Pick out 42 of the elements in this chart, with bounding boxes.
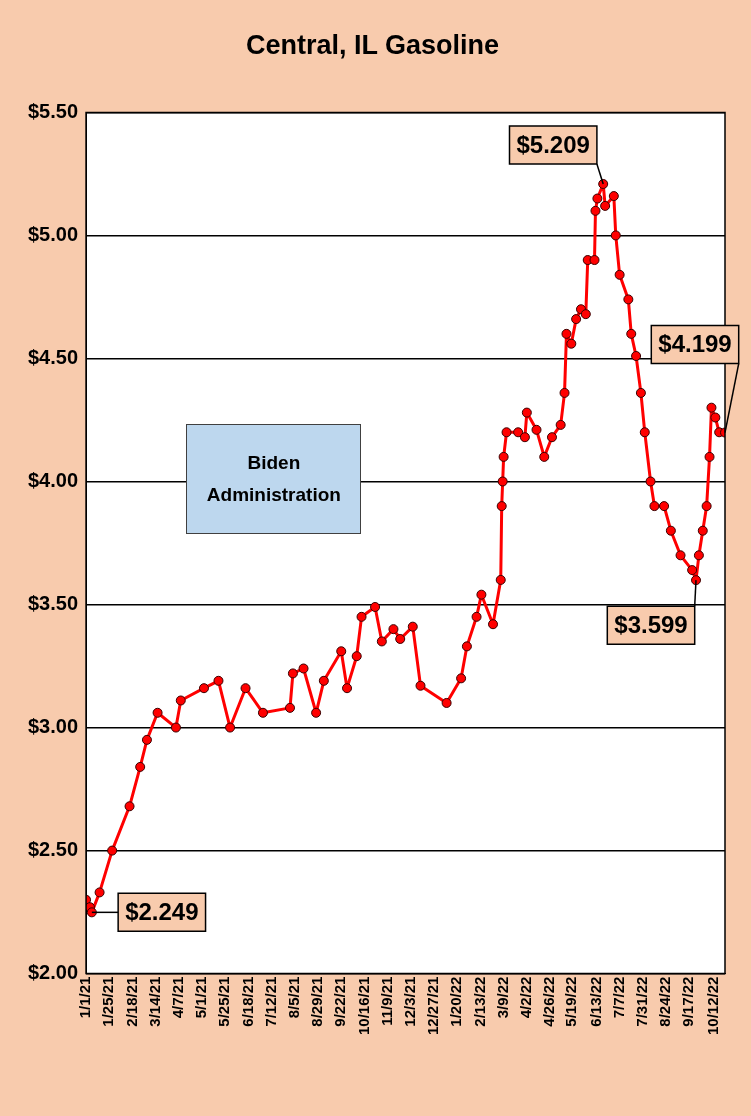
x-tick-label: 5/25/21: [215, 976, 233, 1027]
chart-title: Central, IL Gasoline: [245, 29, 500, 60]
annotation: $3.599: [614, 610, 688, 638]
x-tick-label: 9/22/21: [331, 976, 349, 1027]
x-tick-label: 8/29/21: [308, 976, 326, 1027]
x-tick-label: 9/17/22: [679, 976, 697, 1027]
x-tick-label: 7/31/22: [632, 976, 650, 1027]
annotation: $2.249: [125, 897, 199, 925]
x-tick-label: 12/3/21: [400, 976, 418, 1027]
y-tick-label: $4.00: [27, 469, 79, 492]
annotation: $5.209: [516, 130, 590, 158]
x-tick-label: 1/20/22: [447, 976, 465, 1027]
x-tick-label: 6/13/22: [586, 976, 604, 1027]
y-tick-label: $3.00: [27, 715, 79, 738]
x-tick-label: 3/9/22: [493, 976, 511, 1019]
x-tick-label: 6/18/21: [238, 976, 256, 1027]
x-tick-label: 1/1/21: [76, 976, 94, 1019]
y-tick-label: $5.00: [27, 222, 79, 245]
note-box: Biden Administration: [186, 424, 362, 535]
x-tick-label: 10/12/22: [703, 976, 721, 1035]
x-tick-label: 3/14/21: [145, 976, 163, 1027]
x-tick-label: 4/26/22: [540, 976, 558, 1027]
annotation: $4.199: [658, 330, 732, 358]
x-tick-label: 7/12/21: [261, 976, 279, 1027]
x-tick-label: 11/9/21: [377, 976, 395, 1026]
x-tick-label: 7/7/22: [609, 976, 627, 1019]
x-tick-label: 12/27/21: [424, 976, 442, 1035]
y-tick-label: $3.50: [27, 592, 79, 615]
y-tick-label: $5.50: [27, 99, 79, 122]
x-tick-label: 4/2/22: [516, 976, 534, 1019]
x-tick-label: 2/13/22: [470, 976, 488, 1027]
y-tick-label: $2.00: [27, 961, 79, 984]
y-tick-label: $2.50: [27, 838, 79, 861]
x-tick-label: 10/16/21: [354, 976, 372, 1035]
x-tick-label: 2/18/21: [122, 976, 140, 1027]
x-tick-label: 1/25/21: [99, 976, 117, 1027]
x-tick-label: 5/19/22: [562, 976, 580, 1027]
x-tick-label: 5/1/21: [192, 976, 210, 1019]
x-tick-label: 4/7/21: [168, 976, 186, 1019]
x-tick-label: 8/24/22: [656, 976, 674, 1027]
x-tick-label: 8/5/21: [284, 976, 302, 1019]
y-tick-label: $4.50: [27, 345, 79, 368]
